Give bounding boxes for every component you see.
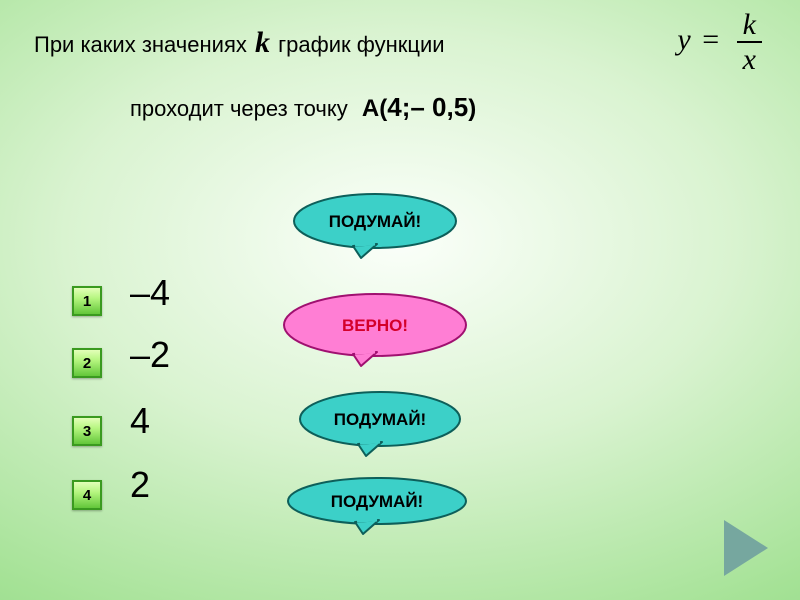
feedback-bubble-correct: ВЕРНО! <box>280 290 470 368</box>
feedback-bubble-think-1: ПОДУМАЙ! <box>290 190 460 260</box>
variable-k: k <box>253 26 272 59</box>
point-x: 4 <box>387 92 401 122</box>
feedback-label: ПОДУМАЙ! <box>326 411 434 429</box>
formula-numerator: k <box>737 8 762 43</box>
answer-text-4: 2 <box>130 464 150 506</box>
answer-text-1: –4 <box>130 272 170 314</box>
q1-before: При каких значениях <box>34 32 247 57</box>
formula-fraction: k x <box>737 8 762 76</box>
point-y: – 0,5 <box>410 92 468 122</box>
answer-tile-1[interactable]: 1 <box>72 286 102 316</box>
point-prefix: А( <box>362 95 387 122</box>
answer-text-3: 4 <box>130 400 150 442</box>
feedback-label: ПОДУМАЙ! <box>321 213 429 231</box>
answer-tile-3[interactable]: 3 <box>72 416 102 446</box>
formula-denominator: x <box>737 43 762 76</box>
answer-tile-4[interactable]: 4 <box>72 480 102 510</box>
feedback-label: ВЕРНО! <box>334 317 416 335</box>
answer-tile-2[interactable]: 2 <box>72 348 102 378</box>
point-A: А(4;– 0,5) <box>362 95 476 122</box>
question-line-2: проходит через точку А(4;– 0,5) <box>130 92 476 123</box>
point-suffix: ) <box>468 95 476 122</box>
feedback-label: ПОДУМАЙ! <box>323 493 431 511</box>
formula-equals: = <box>698 23 723 56</box>
question-line-1: При каких значениях k график функции <box>34 26 445 60</box>
next-button[interactable] <box>724 520 768 576</box>
q2-text: проходит через точку <box>130 96 348 121</box>
slide-content: При каких значениях k график функции y =… <box>0 0 800 600</box>
formula-lhs: y <box>677 23 690 56</box>
feedback-bubble-think-3: ПОДУМАЙ! <box>296 388 464 458</box>
answer-text-2: –2 <box>130 334 170 376</box>
q1-after: график функции <box>278 32 444 57</box>
feedback-bubble-think-4: ПОДУМАЙ! <box>284 474 470 536</box>
formula-y-equals-k-over-x: y = k x <box>677 8 762 76</box>
